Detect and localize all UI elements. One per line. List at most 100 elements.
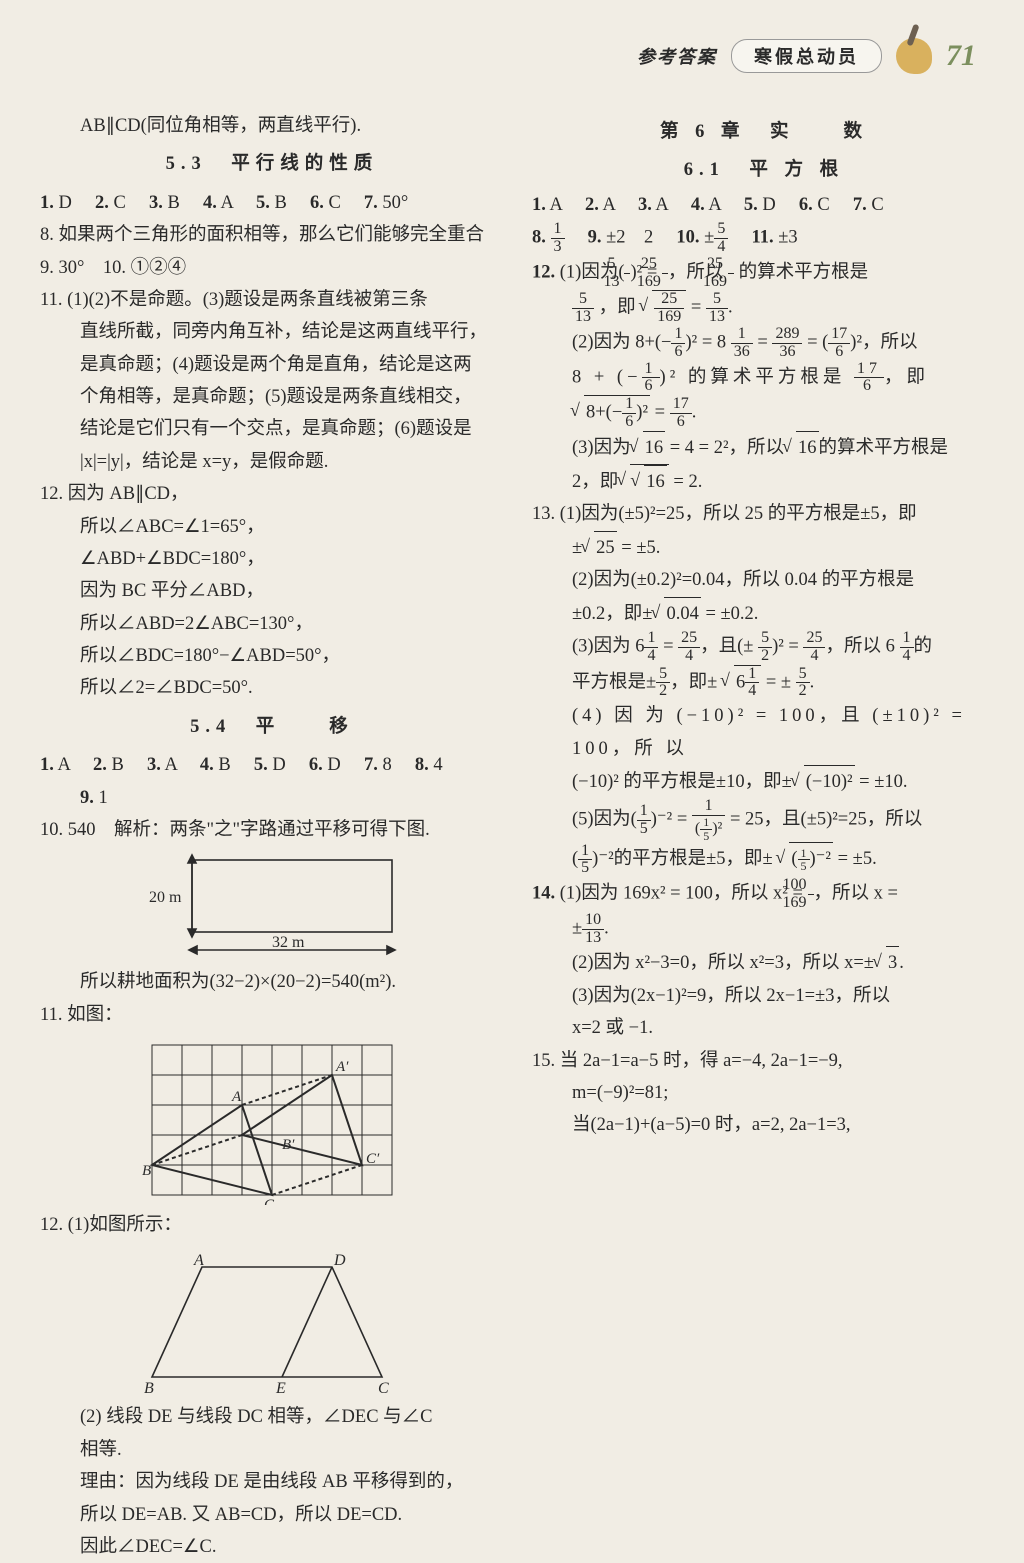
q5n: 5.: [256, 193, 270, 213]
q4a: A: [220, 193, 232, 213]
r-q12-1: 12. (1)因为(513)² = 25169，所以 25169 的算术平方根是: [532, 256, 996, 291]
r-q2a: A: [602, 195, 614, 215]
r-q13-1b: ±25 = ±5.: [532, 531, 996, 564]
s54q4n: 4.: [200, 755, 214, 775]
s54q7n: 7.: [364, 755, 378, 775]
s53-q11-f: |x|=|y|，结论是 x=y，是假命题.: [40, 446, 504, 478]
s53-q12g: 所以∠2=∠BDC=50°.: [40, 672, 504, 704]
trap-D: D: [333, 1252, 346, 1269]
s54q3n: 3.: [147, 755, 161, 775]
q3a: B: [168, 193, 180, 213]
s54-q12d: 理由：因为线段 DE 是由线段 AB 平移得到的，: [40, 1466, 504, 1498]
frac-5-4: 54: [714, 221, 728, 256]
r-q1n: 1.: [532, 195, 546, 215]
r-q12-2b: 8 + (−16)² 的算术平方根是 176，即: [532, 361, 996, 396]
r-q12-3a: (3)因为16 = 4 = 2²，所以16的算术平方根是: [532, 431, 996, 464]
content-columns: AB∥CD(同位角相等，两直线平行). 5.3 平行线的性质 1. D 2. C…: [40, 110, 996, 1563]
s61-mc: 1. A 2. A 3. A 4. A 5. D 6. C 7. C: [532, 189, 996, 221]
grid-Cp: C′: [366, 1151, 380, 1167]
header-ref: 参考答案: [637, 43, 717, 69]
r-q6n: 6.: [799, 195, 813, 215]
r-q12-2c: 8+(−16)² = 176.: [532, 395, 996, 431]
r-q2n: 2.: [585, 195, 599, 215]
s54q6a: D: [327, 755, 340, 775]
q1n: 1.: [40, 193, 54, 213]
q6a: C: [328, 193, 340, 213]
r-q6a: C: [817, 195, 829, 215]
s61-q8-11: 8. 13 9. ±2 2 10. ±54 11. ±3: [532, 221, 996, 256]
r-q13-2b: ±0.2，即±0.04 = ±0.2.: [532, 597, 996, 630]
s53-mc: 1. D 2. C 3. B 4. A 5. B 6. C 7. 50°: [40, 187, 504, 219]
s54q8a: 4: [433, 755, 442, 775]
chapter-6-title: 第 6 章 实 数: [532, 116, 996, 148]
r-q13-4a: (4) 因 为 (−10)² = 100，且 (±10)² = 100，所 以: [532, 700, 996, 765]
r-q5n: 5.: [744, 195, 758, 215]
grid-Ap: A′: [335, 1059, 349, 1075]
r-q15-3: 当(2a−1)+(a−5)=0 时，a=2, 2a−1=3,: [532, 1109, 996, 1141]
rect-diagram: 20 m 32 m: [137, 852, 407, 962]
grid-B: B: [142, 1163, 151, 1179]
trap-E: E: [275, 1380, 286, 1397]
r-q8n: 8.: [532, 228, 546, 248]
s53-q12b: 所以∠ABC=∠1=65°，: [40, 511, 504, 543]
s54q2a: B: [111, 755, 123, 775]
s53-q11-c: 是真命题；(4)题设是两个角是直角，结论是这两: [40, 349, 504, 381]
r-q12-2a: (2)因为 8+(−16)² = 8 136 = 28936 = (176)²，…: [532, 326, 996, 361]
s54q4a: B: [218, 755, 230, 775]
r-q13-1: 13. (1)因为(±5)²=25，所以 25 的平方根是±5，即: [532, 498, 996, 530]
s54q1n: 1.: [40, 755, 54, 775]
grid-C: C: [264, 1197, 275, 1205]
top-line: AB∥CD(同位角相等，两直线平行).: [40, 110, 504, 142]
r-q14-1b: ±1013.: [532, 912, 996, 947]
s54q5a: D: [272, 755, 285, 775]
s54-mc: 1. A 2. B 3. A 4. B 5. D 6. D 7. 8 8. 4: [40, 749, 504, 781]
s53-q12e: 所以∠ABD=2∠ABC=130°，: [40, 608, 504, 640]
s53-q12d: 因为 BC 平分∠ABD，: [40, 575, 504, 607]
grid-Bp: B′: [282, 1137, 295, 1153]
r-q14-1: 14. (1)因为 169x² = 100，所以 x² = 100169，所以 …: [532, 877, 996, 912]
s54-q12b: (2) 线段 DE 与线段 DC 相等，∠DEC 与∠C: [40, 1401, 504, 1433]
q2n: 2.: [95, 193, 109, 213]
s54q2n: 2.: [93, 755, 107, 775]
r-q14-3b: x=2 或 −1.: [532, 1012, 996, 1044]
r-q12-1b: 513 ，即 25169 = 513.: [532, 290, 996, 326]
r-q4a: A: [708, 195, 720, 215]
s53-q12f: 所以∠BDC=180°−∠ABD=50°，: [40, 640, 504, 672]
q5a: B: [274, 193, 286, 213]
frac-1-3: 13: [551, 221, 565, 256]
q6n: 6.: [310, 193, 324, 213]
s54-q12c: 相等.: [40, 1434, 504, 1466]
s54-q12a: 12. (1)如图所示：: [40, 1209, 504, 1241]
s54q3a: A: [164, 755, 176, 775]
r-q13-3b: 平方根是±52，即± 614 = ± 52.: [532, 665, 996, 701]
r-q13-5a: (5)因为(15)⁻² = 1(15)² = 25，且(±5)²=25，所以: [532, 798, 996, 842]
s54q8n: 8.: [415, 755, 429, 775]
r-q13-2a: (2)因为(±0.2)²=0.04，所以 0.04 的平方根是: [532, 564, 996, 596]
grid-diagram: A B C A′ B′ C′: [142, 1035, 402, 1205]
r-q13-4b: (−10)² 的平方根是±10，即±(−10)² = ±10.: [532, 765, 996, 798]
s54-q12e: 所以 DE=AB. 又 AB=CD，所以 DE=CD.: [40, 1499, 504, 1531]
q7n: 7.: [364, 193, 378, 213]
r-q15-2: m=(−9)²=81;: [532, 1077, 996, 1109]
r-q4n: 4.: [691, 195, 705, 215]
s53-q11-b: 直线所截，同旁内角互补，结论是这两直线平行，: [40, 316, 504, 348]
header-pill: 寒假总动员: [731, 39, 882, 73]
q1a: D: [59, 193, 72, 213]
q3n: 3.: [149, 193, 163, 213]
s54-q12f: 因此∠DEC=∠C.: [40, 1531, 504, 1563]
rect-h-label: 20 m: [149, 889, 182, 906]
trap-A: A: [193, 1252, 204, 1269]
s53-q8: 8. 如果两个三角形的面积相等，那么它们能够完全重合 9. 30° 10. ①②…: [40, 219, 504, 284]
section-61-title: 6.1 平 方 根: [532, 154, 996, 186]
r-q1a: A: [549, 195, 561, 215]
r-q14-3a: (3)因为(2x−1)²=9，所以 2x−1=±3，所以: [532, 980, 996, 1012]
trap-C: C: [378, 1380, 389, 1397]
grid-A: A: [231, 1089, 242, 1105]
s53-q11-e: 结论是它们只有一个交点，是真命题；(6)题设是: [40, 413, 504, 445]
r-q11: 11.: [751, 228, 773, 248]
section-54-title: 5.4 平 移: [40, 711, 504, 743]
right-column: 第 6 章 实 数 6.1 平 方 根 1. A 2. A 3. A 4. A …: [532, 110, 996, 1563]
s53-q12c: ∠ABD+∠BDC=180°，: [40, 543, 504, 575]
r-q13-5b: (15)⁻²的平方根是±5，即± (15)⁻² = ±5.: [532, 842, 996, 877]
s53-q11-d: 个角相等，是真命题；(5)题设是两条直线相交，: [40, 381, 504, 413]
